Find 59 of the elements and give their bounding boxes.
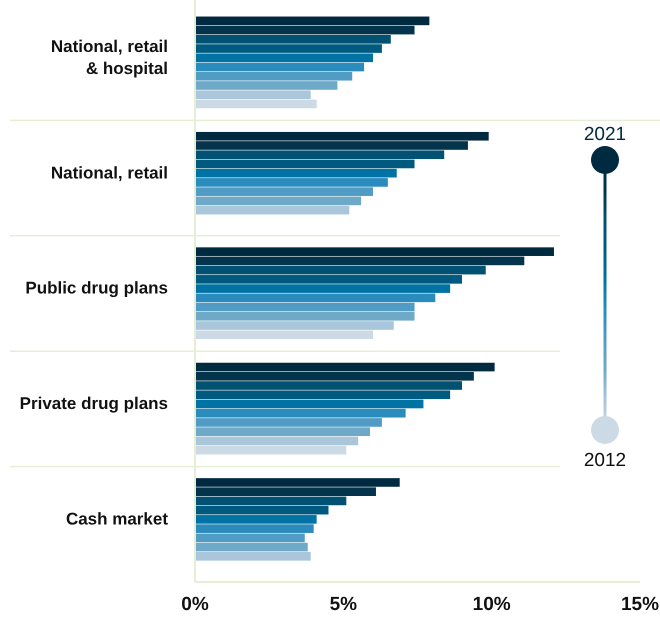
bar xyxy=(195,400,424,408)
bar xyxy=(195,542,308,552)
bar xyxy=(195,372,474,381)
bar xyxy=(195,72,352,81)
bar xyxy=(195,446,346,454)
bar xyxy=(195,266,486,274)
bar xyxy=(195,26,415,34)
bar xyxy=(195,53,373,62)
bar xyxy=(195,362,495,372)
bar xyxy=(195,552,311,561)
bar xyxy=(195,534,305,542)
bar xyxy=(195,418,382,427)
bar xyxy=(195,436,358,446)
y-tick-label: Public drug plans xyxy=(25,278,168,298)
bar xyxy=(195,160,415,168)
bar xyxy=(195,390,450,400)
legend-label: 2012 xyxy=(584,450,626,471)
bar xyxy=(195,381,462,390)
y-tick-label: National, retail xyxy=(50,163,168,182)
bar xyxy=(195,330,373,340)
bar xyxy=(195,524,314,533)
bar xyxy=(195,515,317,524)
bar xyxy=(195,302,415,312)
bar xyxy=(195,168,397,178)
bar xyxy=(195,81,338,90)
bar xyxy=(195,312,415,321)
x-tick-label: 5% xyxy=(330,594,358,615)
bar xyxy=(195,206,350,214)
bar xyxy=(195,44,382,53)
bar xyxy=(195,141,468,150)
bar xyxy=(195,132,489,141)
bar xyxy=(195,62,364,72)
bar xyxy=(195,275,462,284)
bar xyxy=(195,478,400,487)
y-tick-label: Private drug plans xyxy=(20,394,168,414)
bar xyxy=(195,178,388,187)
x-tick-label: 10% xyxy=(472,594,511,615)
text: 2021 xyxy=(584,124,626,145)
bar xyxy=(195,35,391,44)
bar xyxy=(195,187,373,196)
bar xyxy=(195,487,376,496)
bar xyxy=(195,150,444,160)
bar xyxy=(195,196,362,206)
bar xyxy=(195,408,406,418)
bar xyxy=(195,496,346,506)
bar xyxy=(195,256,524,266)
x-tick-label: 15% xyxy=(620,594,660,615)
bar xyxy=(195,284,450,293)
bar xyxy=(195,247,554,256)
bar xyxy=(195,16,430,26)
y-tick-label: Cash market xyxy=(66,510,168,529)
bar xyxy=(195,100,317,108)
y-tick-label: National, retail & hospital xyxy=(50,36,168,78)
bar xyxy=(195,90,311,100)
bar xyxy=(195,506,328,514)
x-tick-label: 0% xyxy=(181,594,209,615)
bar xyxy=(195,294,436,302)
bar xyxy=(195,427,370,436)
bar xyxy=(195,321,394,330)
